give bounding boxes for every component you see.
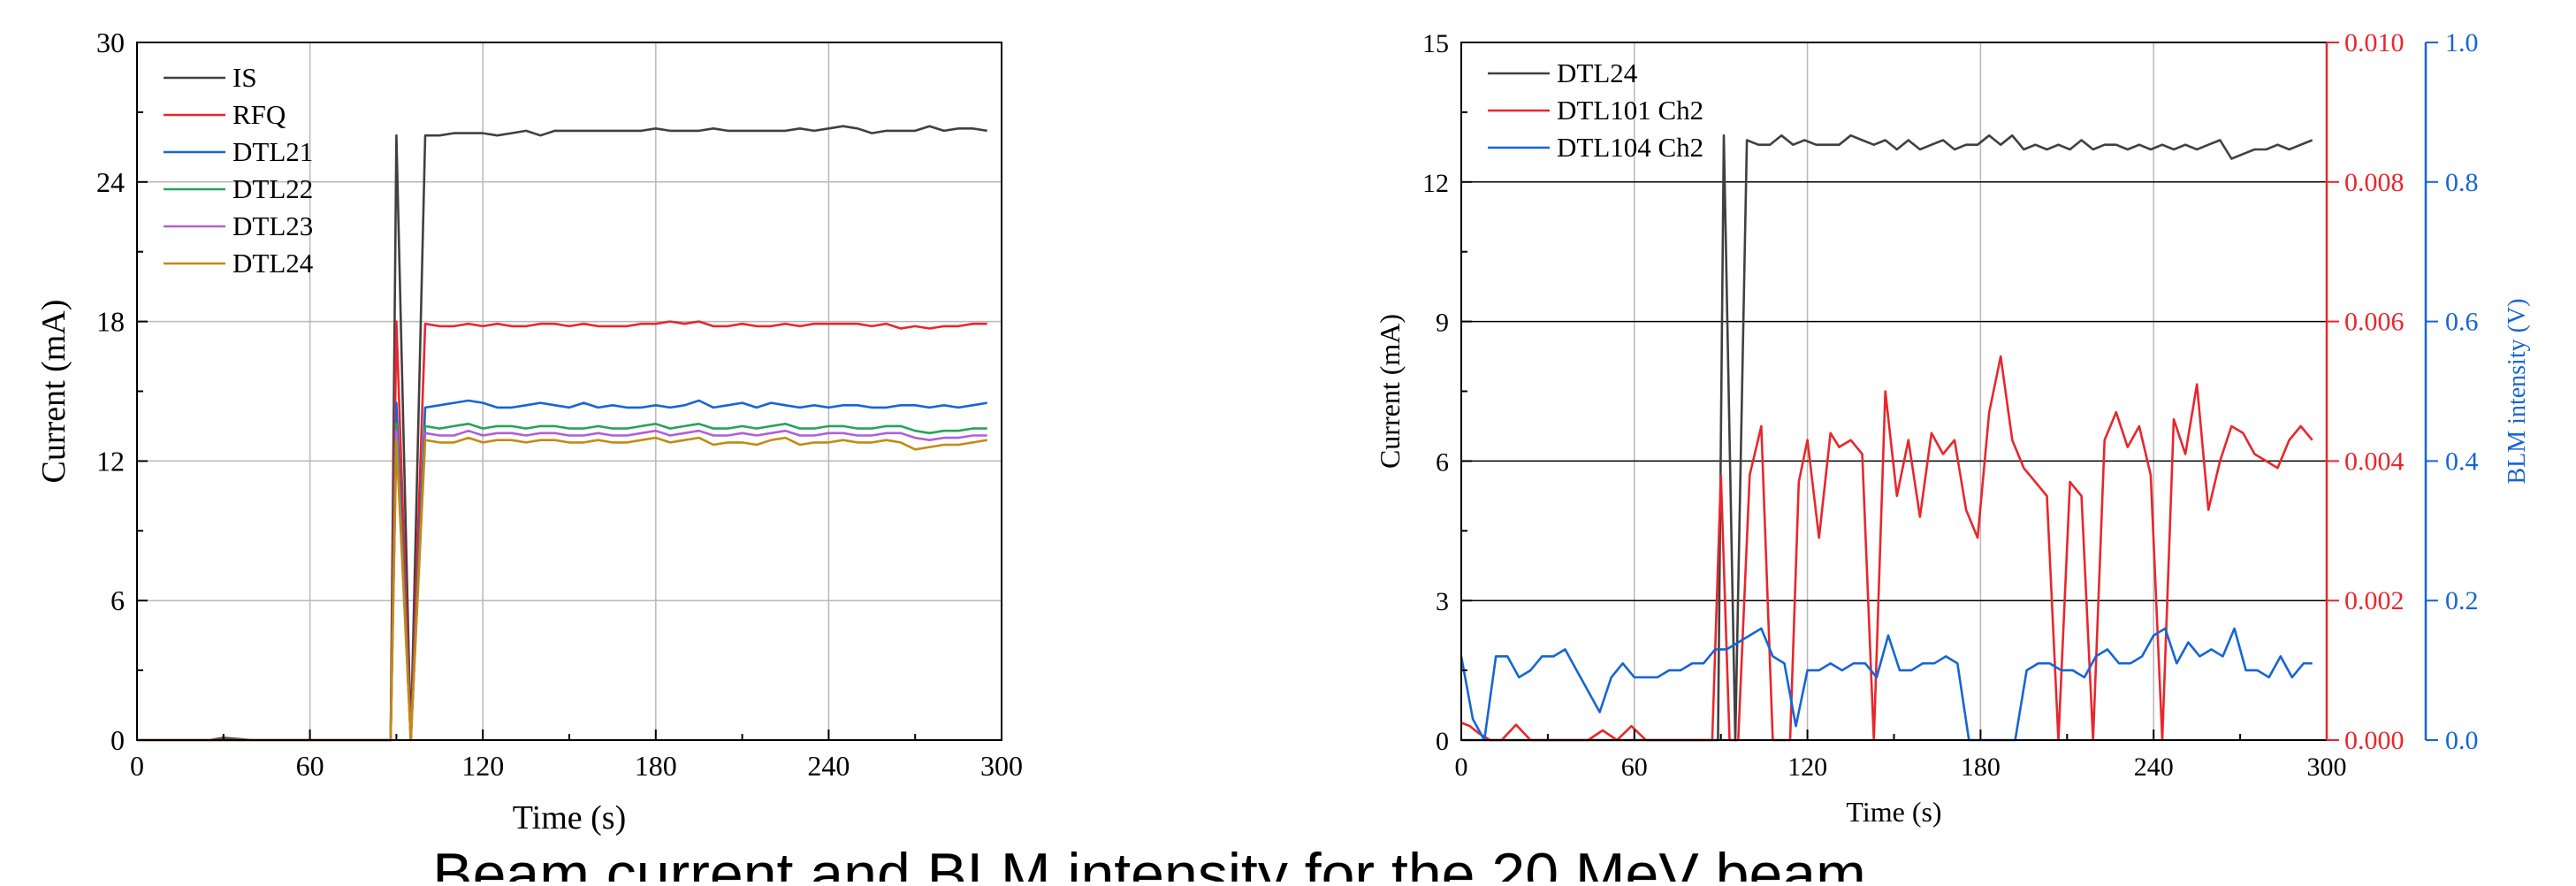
- legend-label: IS: [232, 62, 257, 93]
- x-tick-label: 60: [1621, 752, 1648, 782]
- x-tick-label: 0: [130, 750, 144, 782]
- x-tick-label: 300: [980, 750, 1023, 782]
- x-tick-label: 300: [2307, 752, 2347, 782]
- y2-tick-label: 0.006: [2344, 308, 2405, 337]
- legend-label: DTL24: [1557, 57, 1638, 88]
- legend-label: DTL104 Ch2: [1557, 132, 1703, 163]
- series-line-dtl24: [1461, 134, 2313, 742]
- y2-tick-label: 0.008: [2344, 168, 2405, 197]
- x-tick-label: 180: [635, 750, 677, 782]
- x-tick-label: 120: [461, 750, 504, 782]
- x-tick-label: 120: [1787, 752, 1827, 782]
- y-axis-label: Current (mA): [35, 300, 72, 484]
- y-tick-label: 3: [1436, 587, 1449, 616]
- y-tick-label: 12: [96, 445, 125, 477]
- y-tick-label: 30: [96, 27, 125, 58]
- y2-tick-label: 0.002: [2344, 586, 2405, 615]
- y3-tick-label: 0.6: [2445, 308, 2479, 337]
- chart-right: 0 60 120 180 240 300 0 3 6 9 12 15 Time (s) Current (…: [1374, 28, 2531, 828]
- x-tick-label: 60: [296, 750, 324, 782]
- y-axis-label: Current (mA): [1374, 314, 1406, 469]
- chart-left: 0 60 120 180 240 300 0 6 12 18 24 30 Time (s) Current…: [35, 27, 1023, 836]
- series-group: [1461, 134, 2313, 742]
- x-tick-label: 0: [1455, 752, 1468, 782]
- x-tick-label: 180: [1961, 752, 2001, 782]
- legend-label: DTL21: [232, 136, 313, 167]
- y3-tick-label: 0.2: [2445, 586, 2479, 615]
- y-tick-label: 6: [111, 584, 125, 616]
- y2-tick-label: 0.010: [2344, 28, 2405, 57]
- series-line-dtl104-ch2: [1461, 627, 2313, 742]
- y-tick-label: 18: [96, 306, 125, 338]
- x-tick-label: 240: [807, 750, 850, 782]
- y-tick-label: 12: [1422, 169, 1449, 198]
- y-tick-label: 0: [1436, 727, 1449, 756]
- x-axis-label: Time (s): [513, 799, 626, 836]
- y3-tick-label: 1.0: [2445, 28, 2479, 57]
- x-tick-label: 240: [2134, 752, 2174, 782]
- y3-axis-label: BLM intensity (V): [2504, 299, 2531, 485]
- legend-label: DTL24: [232, 248, 314, 279]
- y-tick-label: 15: [1422, 29, 1449, 58]
- y-tick-label: 6: [1436, 447, 1449, 477]
- series-line-dtl101-ch2: [1461, 355, 2313, 742]
- y2-tick-label: 0.004: [2344, 447, 2405, 476]
- legend-label: DTL101 Ch2: [1557, 95, 1703, 126]
- figure-caption: Beam current and BLM intensity for the 2…: [432, 841, 1865, 882]
- y-tick-label: 24: [96, 166, 125, 198]
- legend-label: DTL23: [232, 210, 313, 241]
- y3-tick-label: 0.0: [2445, 726, 2479, 755]
- y3-tick-label: 0.4: [2445, 447, 2479, 476]
- y-tick-label: 0: [111, 724, 125, 756]
- legend-label: DTL22: [232, 173, 313, 204]
- y-tick-label: 9: [1436, 309, 1449, 338]
- legend-label: RFQ: [232, 99, 286, 130]
- y3-tick-label: 0.8: [2445, 168, 2479, 197]
- x-axis-label: Time (s): [1846, 796, 1941, 828]
- y2-tick-label: 0.000: [2344, 726, 2405, 755]
